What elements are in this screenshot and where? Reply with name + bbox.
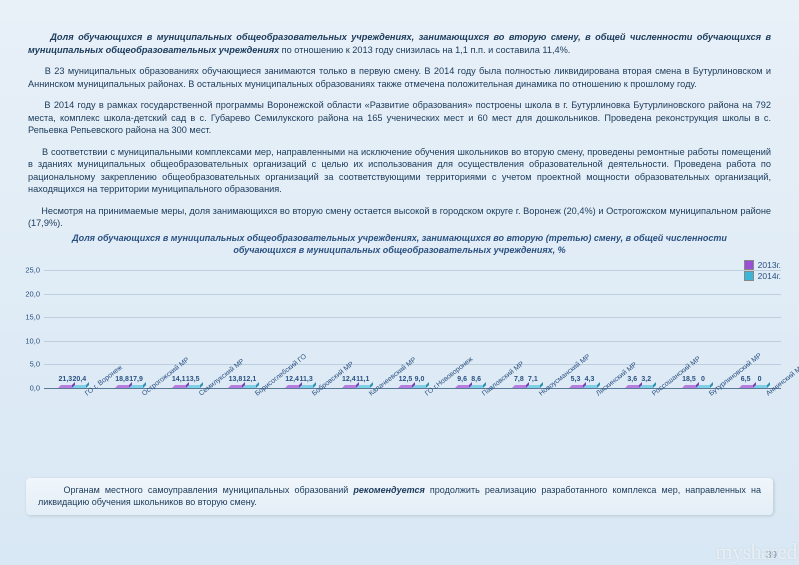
x-axis-label: Борисоглебский ГО	[254, 392, 258, 398]
bar-value-label: 12,1	[243, 376, 257, 383]
x-axis-label: Острогожский МР	[141, 392, 145, 398]
bar-value-label: 13,8	[229, 376, 243, 383]
gridline	[44, 294, 781, 295]
text-content: Доля обучающихся в муниципальных общеобр…	[0, 0, 799, 229]
bar-value-label: 7,1	[528, 376, 538, 383]
legend-swatch-2013	[744, 260, 754, 270]
y-axis-label: 25,0	[16, 265, 40, 274]
bar-value-label: 12,5	[399, 376, 413, 383]
y-axis-label: 5,0	[16, 360, 40, 369]
bar-value-label: 17,9	[129, 376, 143, 383]
x-axis-label: Павловский МР	[481, 392, 485, 398]
bar-value-label: 9,0	[415, 376, 425, 383]
chart-xlabels: ГО г. Воронеж Острогожский МР Семилукский …	[44, 392, 781, 399]
bar-value-label: 11,1	[356, 376, 369, 383]
bar-value-label: 7,8	[514, 376, 524, 383]
bar-value-label: 8,6	[471, 376, 481, 383]
x-axis-label: ГО г. Воронеж	[84, 392, 88, 398]
x-axis-label: Бутурлиновский МР	[708, 392, 712, 398]
y-axis-label: 20,0	[16, 289, 40, 298]
bar-value-label: 18,5	[682, 376, 696, 383]
y-axis-label: 0,0	[16, 383, 40, 392]
bar-value-label: 20,4	[73, 376, 87, 383]
x-axis-label: Бобровский МР	[311, 392, 315, 398]
chart-plot: 21,320,418,817,914,113,513,812,112,411,3…	[44, 270, 781, 389]
recommendation-box: Органам местного самоуправления муниципа…	[26, 478, 773, 515]
x-axis-label: ГО г.Нововоронеж	[424, 392, 428, 398]
footer-pre: Органам местного самоуправления муниципа…	[64, 485, 354, 495]
bar-value-label: 9,6	[457, 376, 467, 383]
paragraph-3: В 2014 году в рамках государственной про…	[28, 99, 771, 136]
x-axis-label: Новоусманский МР	[538, 392, 542, 398]
bar-value-label: 13,5	[186, 376, 200, 383]
bar-value-label: 5,3	[571, 376, 581, 383]
legend-2013: 2013г.	[744, 260, 781, 270]
bar-value-label: 6,5	[741, 376, 751, 383]
legend-label-2013: 2013г.	[758, 260, 781, 270]
y-axis-label: 15,0	[16, 313, 40, 322]
p1-rest: по отношению к 2013 году снизилась на 1,…	[279, 45, 570, 55]
x-axis-label: Лискинский МР	[595, 392, 599, 398]
bar-value-label: 21,3	[59, 376, 73, 383]
bar-value-label: 4,3	[585, 376, 595, 383]
bar-value-label: 12,4	[285, 376, 299, 383]
bar-value-label: 3,6	[627, 376, 637, 383]
gridline	[44, 341, 781, 342]
x-axis-label: Калачеевский МР	[368, 392, 372, 398]
paragraph-1: Доля обучающихся в муниципальных общеобр…	[28, 31, 771, 56]
x-axis-label: Аннинский МР	[765, 392, 769, 398]
bar-value-label: 0	[701, 376, 705, 383]
paragraph-2: В 23 муниципальных образованиях обучающи…	[28, 65, 771, 90]
bar-value-label: 18,8	[115, 376, 129, 383]
x-axis-label: Россошанский МР	[651, 392, 655, 398]
gridline	[44, 270, 781, 271]
bar-chart: 2013г. 2014г. 21,320,418,817,914,113,513…	[10, 258, 789, 478]
footer-bold: рекомендуется	[353, 485, 424, 495]
chart-bars: 21,320,418,817,914,113,513,812,112,411,3…	[44, 270, 781, 388]
paragraph-5: Несмотря на принимаемые меры, доля заним…	[28, 205, 771, 230]
bar-value-label: 3,2	[641, 376, 651, 383]
bar-value-label: 14,1	[172, 376, 186, 383]
bar-value-label: 0	[758, 376, 762, 383]
chart-title: Доля обучающихся в муниципальных общеобр…	[60, 233, 739, 256]
gridline	[44, 317, 781, 318]
watermark: myshared	[713, 539, 799, 565]
bar-value-label: 11,3	[299, 376, 312, 383]
x-axis-label: Семилукский МР	[198, 392, 202, 398]
bar-value-label: 12,4	[342, 376, 356, 383]
paragraph-4: В соответствии с муниципальными комплекс…	[28, 146, 771, 196]
y-axis-label: 10,0	[16, 336, 40, 345]
